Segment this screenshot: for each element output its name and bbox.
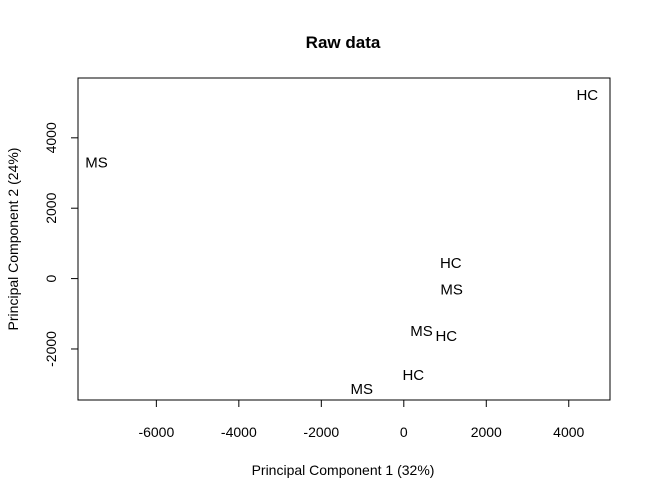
x-tick-label: -6000 xyxy=(138,424,174,440)
y-axis-label: Principal Component 2 (24%) xyxy=(5,148,21,331)
y-tick-label: 4000 xyxy=(43,122,59,153)
point-label-hc: HC xyxy=(576,87,598,104)
point-label-hc: HC xyxy=(440,255,462,272)
x-axis: -6000 -4000 -2000 0 2000 4000 xyxy=(138,399,585,440)
x-tick-label: -4000 xyxy=(221,424,257,440)
point-label-hc: HC xyxy=(435,328,457,345)
y-tick-label: 2000 xyxy=(43,192,59,223)
point-label-ms: MS xyxy=(440,281,463,298)
point-label-hc: HC xyxy=(402,367,424,384)
y-tick-label: -2000 xyxy=(43,331,59,367)
point-label-ms: MS xyxy=(410,323,433,340)
chart-title: Raw data xyxy=(306,33,381,52)
plot-frame xyxy=(77,77,611,401)
x-tick-label: -2000 xyxy=(303,424,339,440)
x-axis-label: Principal Component 1 (32%) xyxy=(252,462,435,478)
point-label-ms: MS xyxy=(85,155,108,172)
x-tick-label: 2000 xyxy=(471,424,502,440)
x-tick-label: 4000 xyxy=(553,424,584,440)
x-tick-label: 0 xyxy=(400,424,408,440)
point-label-ms: MS xyxy=(350,381,373,398)
y-tick-label: 0 xyxy=(43,274,59,282)
y-axis: -2000 0 2000 4000 xyxy=(43,122,79,367)
